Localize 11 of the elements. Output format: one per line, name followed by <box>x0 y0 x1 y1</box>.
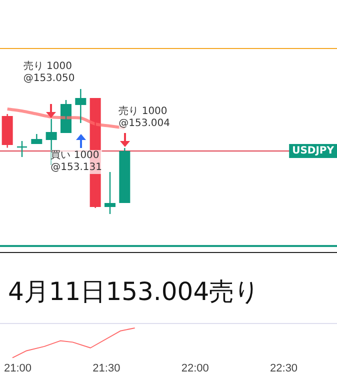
chart-title: 4月11日153.004売り <box>8 276 260 308</box>
candlestick <box>16 140 28 158</box>
x-tick-label: 22:00 <box>181 362 209 374</box>
x-tick-label: 22:30 <box>270 362 298 374</box>
candlestick <box>104 171 116 215</box>
text: 売り 1000 @153.050 <box>23 61 75 85</box>
ref-line-label: USDJPY <box>292 146 335 157</box>
annotation: 売り 1000 @153.004 <box>118 106 170 130</box>
annotation: 買い 1000 @153.131 <box>50 150 102 174</box>
x-tick-label: 21:00 <box>4 362 32 374</box>
x-tick-label: 21:30 <box>92 362 120 374</box>
